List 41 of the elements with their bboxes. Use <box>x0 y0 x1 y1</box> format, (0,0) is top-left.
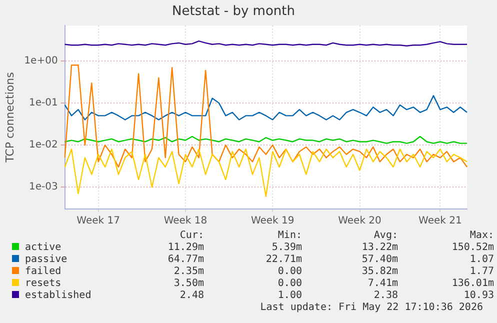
text: 0.00 <box>276 278 302 290</box>
text: 7.41m <box>366 278 398 290</box>
x-tick-label: Week 17 <box>76 216 120 227</box>
text: Min: <box>276 230 302 242</box>
text: Last update: Fri May 22 17:10:36 2026 <box>259 302 483 313</box>
legend-label: resets <box>24 278 62 290</box>
text: 64.77m <box>166 254 204 266</box>
legend-label: active <box>24 242 62 254</box>
text: Max: <box>468 230 494 242</box>
text: 0.00 <box>276 266 302 278</box>
y-tick-label: 1e+00 <box>24 56 58 67</box>
text: 2.35m <box>172 266 204 278</box>
x-tick-label: Week 20 <box>338 216 382 227</box>
x-tick-label: Week 18 <box>164 216 208 227</box>
chart-title: Netstat - by month <box>172 4 295 20</box>
x-tick-label: Week 21 <box>418 216 462 227</box>
legend-label: passive <box>24 254 68 266</box>
y-axis-title: TCP connections <box>3 72 16 164</box>
text: 1.00 <box>276 290 302 302</box>
text: 10.93 <box>462 290 494 302</box>
text: 22.71m <box>264 254 302 266</box>
text: 150.52m <box>450 242 494 254</box>
text: 35.82m <box>360 266 398 278</box>
text: Cur: <box>178 230 204 242</box>
legend-label: established <box>24 290 92 302</box>
y-tick-label: 1e-02 <box>28 140 58 151</box>
text: 1.77 <box>468 266 494 278</box>
y-tick-label: 1e-03 <box>28 182 58 193</box>
y-tick-label: 1e-01 <box>28 98 58 109</box>
text: 11.29m <box>166 242 204 254</box>
text: 1.07 <box>468 254 494 266</box>
text: 2.38 <box>372 290 398 302</box>
text: 2.48 <box>178 290 204 302</box>
text: 136.01m <box>450 278 494 290</box>
text: Avg: <box>372 230 398 242</box>
legend-label: failed <box>24 266 62 278</box>
text: 13.22m <box>360 242 398 254</box>
x-tick-label: Week 19 <box>250 216 294 227</box>
text: 5.39m <box>270 242 302 254</box>
text: 3.50m <box>172 278 204 290</box>
text: 57.40m <box>360 254 398 266</box>
